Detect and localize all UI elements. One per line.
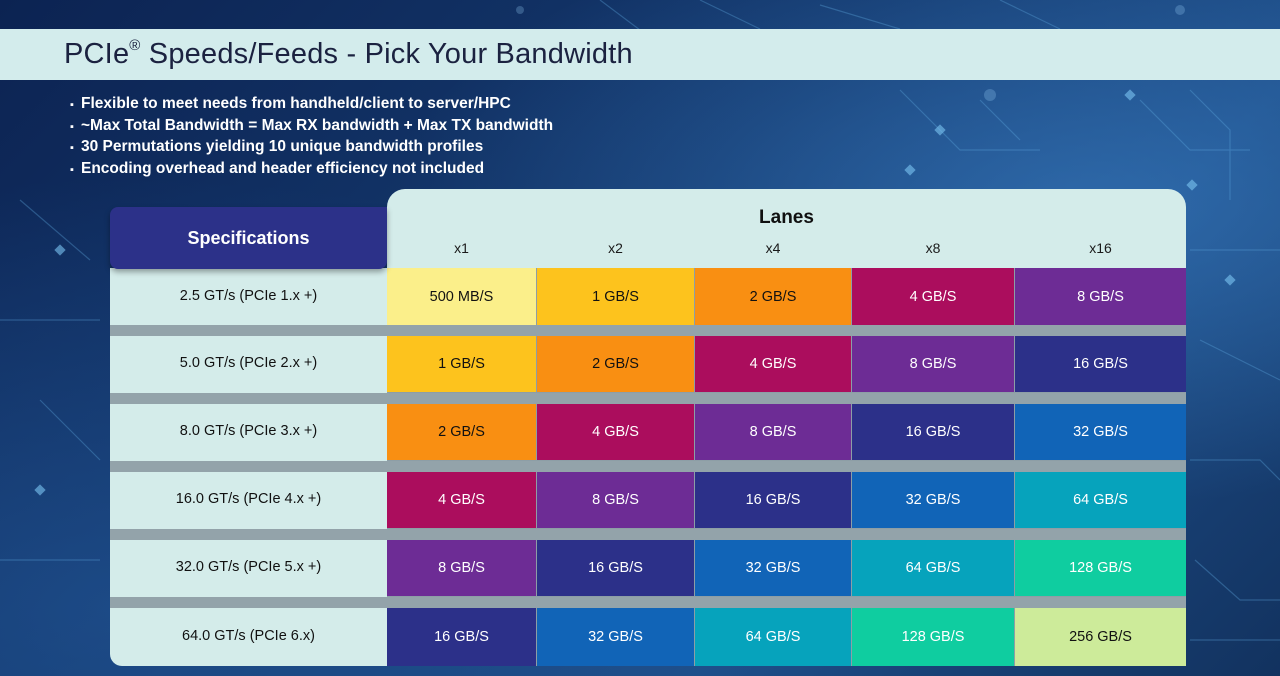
bandwidth-cell: 4 GB/S: [852, 268, 1014, 325]
bandwidth-cell: 64 GB/S: [1015, 472, 1186, 528]
bandwidth-cell: 8 GB/S: [387, 540, 536, 596]
bandwidth-cell: 16 GB/S: [852, 404, 1014, 460]
bandwidth-cell: 8 GB/S: [852, 336, 1014, 392]
bandwidth-cell: 32 GB/S: [695, 540, 851, 596]
spec-label: 8.0 GT/s (PCIe 3.x +): [179, 423, 318, 439]
spec-label: 16.0 GT/s (PCIe 4.x +): [175, 491, 322, 507]
bandwidth-cell: 16 GB/S: [1015, 336, 1186, 392]
bandwidth-cell: 64 GB/S: [695, 608, 851, 666]
title-bar: [0, 29, 1280, 80]
bandwidth-cell: 16 GB/S: [537, 540, 694, 596]
bandwidth-cell: 16 GB/S: [387, 608, 536, 666]
lanes-header: Lanes: [759, 207, 814, 228]
bandwidth-cell: 1 GB/S: [387, 336, 536, 392]
bandwidth-cell: 32 GB/S: [537, 608, 694, 666]
lane-label-x2: x2: [608, 240, 623, 256]
bandwidth-cell: 64 GB/S: [852, 540, 1014, 596]
page-title: PCIe® Speeds/Feeds - Pick Your Bandwidth: [64, 37, 633, 70]
bandwidth-cell: 32 GB/S: [852, 472, 1014, 528]
row-separator: [110, 325, 1186, 336]
spec-label: 5.0 GT/s (PCIe 2.x +): [179, 355, 318, 371]
bandwidth-cell: 256 GB/S: [1015, 608, 1186, 666]
bandwidth-cell: 32 GB/S: [1015, 404, 1186, 460]
bandwidth-cell: 8 GB/S: [695, 404, 851, 460]
bandwidth-cell: 1 GB/S: [537, 268, 694, 325]
specifications-header: Specifications: [110, 207, 387, 269]
bandwidth-cell: 4 GB/S: [537, 404, 694, 460]
bandwidth-cell: 500 MB/S: [387, 268, 536, 325]
bandwidth-cell: 16 GB/S: [695, 472, 851, 528]
bandwidth-cell: 2 GB/S: [695, 268, 851, 325]
row-separator: [110, 529, 1186, 540]
lane-label-x4: x4: [765, 240, 781, 256]
bandwidth-cell: 2 GB/S: [537, 336, 694, 392]
bandwidth-cell: 8 GB/S: [537, 472, 694, 528]
bandwidth-cell: 8 GB/S: [1015, 268, 1186, 325]
spec-label: 32.0 GT/s (PCIe 5.x +): [175, 559, 322, 575]
bullet-item: Flexible to meet needs from handheld/cli…: [70, 94, 553, 116]
bullet-list: Flexible to meet needs from handheld/cli…: [70, 94, 553, 180]
lane-label-x8: x8: [925, 240, 941, 256]
spec-label: 64.0 GT/s (PCIe 6.x): [182, 628, 315, 644]
lane-label-x1: x1: [454, 240, 469, 256]
bandwidth-cell: 128 GB/S: [852, 608, 1014, 666]
bandwidth-cell: 128 GB/S: [1015, 540, 1186, 596]
bandwidth-cell: 4 GB/S: [695, 336, 851, 392]
bandwidth-cell: 4 GB/S: [387, 472, 536, 528]
bullet-item: ~Max Total Bandwidth = Max RX bandwidth …: [70, 116, 553, 138]
spec-label: 2.5 GT/s (PCIe 1.x +): [179, 287, 318, 304]
row-separator: [110, 393, 1186, 404]
bandwidth-cell: 2 GB/S: [387, 404, 536, 460]
row-separator: [110, 461, 1186, 472]
bullet-item: Encoding overhead and header efficiency …: [70, 159, 553, 181]
row-separator: [110, 597, 1186, 608]
lane-label-x16: x16: [1089, 240, 1112, 256]
bullet-item: 30 Permutations yielding 10 unique bandw…: [70, 137, 553, 159]
